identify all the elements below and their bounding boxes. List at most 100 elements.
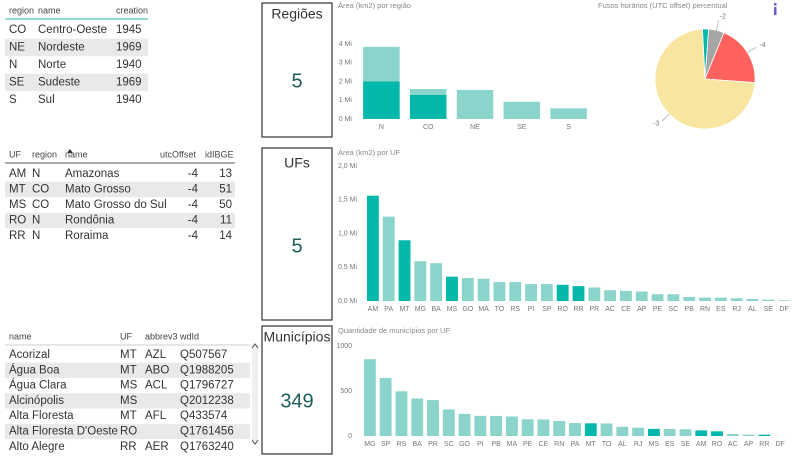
chart-title: Fusos horários (UTC offset) percentual: [598, 1, 728, 10]
bar: [679, 429, 692, 436]
x-tick-label: N: [379, 124, 384, 131]
table-cell: Alcinópolis: [9, 395, 64, 407]
table-cell: CO: [9, 24, 26, 36]
column-header: UF: [9, 149, 21, 159]
x-tick-label: GO: [459, 441, 470, 448]
table-cell: Q1988205: [180, 364, 234, 376]
table-cell: 13: [219, 168, 232, 180]
bar: [503, 101, 541, 119]
table-cell: Água Clara: [9, 379, 67, 392]
x-tick-label: SE: [764, 306, 774, 313]
card-frame: [261, 2, 333, 138]
x-tick-label: DF: [775, 441, 784, 448]
column-header: region: [32, 149, 57, 159]
table-cell: Água Boa: [9, 363, 60, 376]
card-frame: [261, 325, 333, 455]
y-tick-label: 500: [340, 388, 352, 395]
table-cell: 1969: [116, 77, 142, 89]
x-tick-label: PR: [428, 441, 438, 448]
x-tick-label: PB: [491, 441, 501, 448]
table-cell: NE: [9, 42, 25, 54]
bar: [474, 415, 487, 436]
bar: [663, 428, 676, 436]
x-tick-label: MT: [586, 441, 597, 448]
table-cell: 1945: [116, 24, 142, 36]
row-band: [5, 362, 250, 378]
x-tick-label: BA: [431, 306, 441, 313]
x-tick-label: MG: [415, 306, 426, 313]
leader-line: [661, 113, 670, 122]
bar: [477, 278, 490, 301]
bar: [588, 287, 601, 301]
bar: [456, 89, 494, 119]
y-tick-label: 1,0 Mi: [338, 230, 358, 237]
bar: [762, 299, 775, 301]
table-cell: Nordeste: [38, 42, 85, 54]
x-tick-label: PI: [477, 441, 484, 448]
bar: [683, 296, 696, 301]
table-cell: Roraima: [65, 230, 109, 242]
x-tick-label: AL: [618, 441, 627, 448]
bar: [525, 284, 537, 301]
chart-title: Quantidade de municípios por UF: [338, 326, 451, 335]
x-tick-label: RN: [700, 306, 710, 313]
column-header: utcOffset: [160, 149, 196, 159]
table-cell: MT: [120, 364, 137, 376]
table-cell: Sul: [38, 94, 55, 106]
column-header: wdId: [179, 331, 199, 341]
table-cell: Norte: [38, 59, 66, 71]
table-cell: ACL: [145, 380, 168, 392]
x-tick-label: PE: [653, 306, 663, 313]
table-cell: -4: [188, 215, 199, 227]
bar: [758, 434, 771, 436]
bar: [414, 261, 427, 301]
x-tick-label: BA: [413, 441, 423, 448]
table-cell: -4: [188, 168, 199, 180]
y-tick-label: 0: [348, 433, 352, 440]
bar: [382, 216, 395, 301]
column-header: region: [9, 5, 34, 15]
x-tick-label: SP: [381, 441, 391, 448]
y-tick-label: 1000: [336, 343, 352, 350]
scroll-arrows[interactable]: [251, 343, 259, 445]
bar: [461, 278, 474, 301]
card-title: Municípios: [264, 329, 331, 345]
bar: [550, 108, 587, 119]
bar: [446, 276, 458, 301]
table-cell: 1940: [116, 94, 142, 106]
bar: [363, 359, 376, 436]
scrollbar[interactable]: [252, 344, 258, 444]
table-cell: 1969: [116, 42, 142, 54]
x-tick-label: CO: [423, 124, 434, 131]
bar: [616, 426, 629, 436]
x-tick-label: RO: [557, 306, 568, 313]
x-tick-label: AC: [728, 441, 738, 448]
table-cell: Q1763240: [180, 441, 234, 453]
row-band: [5, 423, 250, 440]
x-tick-label: ES: [716, 306, 726, 313]
bar: [730, 298, 743, 301]
bar: [430, 263, 443, 301]
bar: [409, 95, 447, 119]
table-cell: N: [32, 215, 40, 227]
row-band: [5, 393, 250, 409]
sort-arrow: [67, 149, 73, 153]
x-tick-label: PI: [528, 306, 535, 313]
info-icon[interactable]: [774, 7, 777, 15]
bar: [647, 428, 660, 436]
x-tick-label: PR: [589, 306, 599, 313]
y-tick-label: 2 Mi: [339, 78, 353, 85]
table-cell: -4: [188, 230, 199, 242]
table-cell: Alto Alegre: [9, 441, 65, 453]
x-tick-label: DF: [779, 306, 788, 313]
bar: [569, 423, 581, 436]
x-tick-label: AM: [368, 306, 379, 313]
column-header: UF: [120, 331, 132, 341]
x-tick-label: MA: [478, 306, 489, 313]
slice-label: -4: [759, 42, 765, 49]
x-tick-label: NE: [470, 124, 480, 131]
info-icon[interactable]: [774, 3, 777, 6]
x-tick-label: PE: [523, 441, 533, 448]
bar: [379, 377, 392, 436]
